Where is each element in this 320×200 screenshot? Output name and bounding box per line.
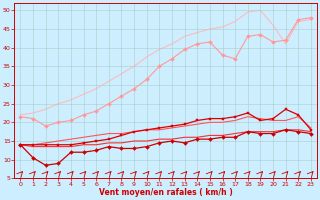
X-axis label: Vent moyen/en rafales ( km/h ): Vent moyen/en rafales ( km/h )	[99, 188, 233, 197]
